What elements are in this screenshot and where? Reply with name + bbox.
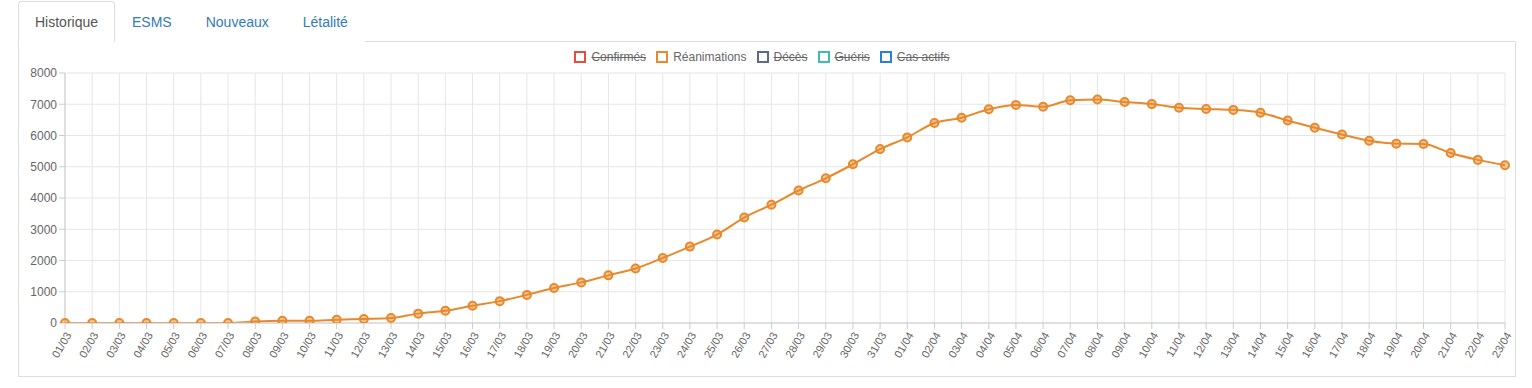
- svg-text:1000: 1000: [30, 285, 57, 299]
- svg-text:16/04: 16/04: [1299, 330, 1323, 360]
- svg-text:0: 0: [50, 316, 57, 330]
- svg-text:5000: 5000: [30, 160, 57, 174]
- svg-text:13/04: 13/04: [1218, 330, 1242, 360]
- svg-text:26/03: 26/03: [729, 330, 753, 360]
- svg-text:28/03: 28/03: [783, 330, 807, 360]
- svg-text:20/04: 20/04: [1408, 330, 1432, 360]
- svg-text:21/03: 21/03: [593, 330, 617, 360]
- html-text:Guéris: Guéris: [834, 50, 870, 64]
- svg-text:14/03: 14/03: [403, 330, 427, 360]
- svg-text:23/03: 23/03: [647, 330, 671, 360]
- html-text:Cas actifs: Cas actifs: [896, 50, 950, 64]
- html-text:Réanimations: Réanimations: [673, 50, 747, 64]
- svg-text:08/04: 08/04: [1082, 330, 1106, 360]
- svg-text:06/04: 06/04: [1027, 330, 1051, 360]
- svg-text:22/03: 22/03: [620, 330, 644, 360]
- svg-text:07/04: 07/04: [1055, 330, 1079, 360]
- svg-text:8000: 8000: [30, 66, 57, 80]
- svg-text:18/03: 18/03: [511, 330, 535, 360]
- svg-text:04/03: 04/03: [131, 330, 155, 360]
- svg-text:09/04: 09/04: [1109, 330, 1133, 360]
- svg-text:10/04: 10/04: [1136, 330, 1160, 360]
- svg-text:20/03: 20/03: [566, 330, 590, 360]
- svg-text:01/04: 01/04: [892, 330, 916, 360]
- svg-text:07/03: 07/03: [212, 330, 236, 360]
- svg-text:6000: 6000: [30, 129, 57, 143]
- svg-text:11/03: 11/03: [321, 330, 345, 359]
- svg-text:24/03: 24/03: [674, 330, 698, 360]
- svg-text:08/03: 08/03: [240, 330, 264, 360]
- svg-text:2000: 2000: [30, 254, 57, 268]
- svg-text:12/04: 12/04: [1190, 330, 1214, 360]
- svg-text:09/03: 09/03: [267, 330, 291, 360]
- svg-text:17/04: 17/04: [1326, 330, 1350, 360]
- svg-text:03/04: 03/04: [946, 330, 970, 360]
- svg-text:14/04: 14/04: [1245, 330, 1269, 360]
- svg-text:15/04: 15/04: [1272, 330, 1296, 360]
- svg-text:11/04: 11/04: [1164, 330, 1188, 359]
- svg-text:3000: 3000: [30, 223, 57, 237]
- html-text:Nouveaux: Nouveaux: [205, 14, 269, 30]
- svg-text:02/04: 02/04: [919, 330, 943, 360]
- svg-text:7000: 7000: [30, 98, 57, 112]
- svg-text:27/03: 27/03: [756, 330, 780, 360]
- svg-text:30/03: 30/03: [837, 330, 861, 360]
- html-text:Historique: Historique: [35, 14, 98, 30]
- svg-text:22/04: 22/04: [1462, 330, 1486, 360]
- svg-text:12/03: 12/03: [348, 330, 372, 360]
- svg-text:19/04: 19/04: [1381, 330, 1405, 360]
- svg-text:01/03: 01/03: [49, 330, 73, 360]
- svg-text:17/03: 17/03: [484, 330, 508, 360]
- svg-text:31/03: 31/03: [864, 330, 888, 360]
- svg-text:21/04: 21/04: [1435, 330, 1459, 360]
- svg-text:03/03: 03/03: [104, 330, 128, 360]
- svg-text:04/04: 04/04: [973, 330, 997, 360]
- svg-text:05/03: 05/03: [158, 330, 182, 360]
- svg-text:18/04: 18/04: [1353, 330, 1377, 360]
- html-text:Décès: Décès: [773, 50, 808, 64]
- html-text:ESMS: ESMS: [132, 14, 172, 30]
- svg-text:19/03: 19/03: [538, 330, 562, 360]
- svg-text:05/04: 05/04: [1000, 330, 1024, 360]
- svg-text:02/03: 02/03: [77, 330, 101, 360]
- svg-text:13/03: 13/03: [375, 330, 399, 360]
- html-text:Confirmés: Confirmés: [591, 50, 647, 64]
- svg-text:4000: 4000: [30, 191, 57, 205]
- html-text:Létalité: Létalité: [302, 14, 348, 30]
- svg-text:15/03: 15/03: [430, 330, 454, 360]
- svg-text:29/03: 29/03: [810, 330, 834, 360]
- svg-text:25/03: 25/03: [701, 330, 725, 360]
- svg-text:06/03: 06/03: [185, 330, 209, 360]
- svg-text:10/03: 10/03: [294, 330, 318, 360]
- svg-text:23/04: 23/04: [1489, 330, 1513, 360]
- svg-text:16/03: 16/03: [457, 330, 481, 360]
